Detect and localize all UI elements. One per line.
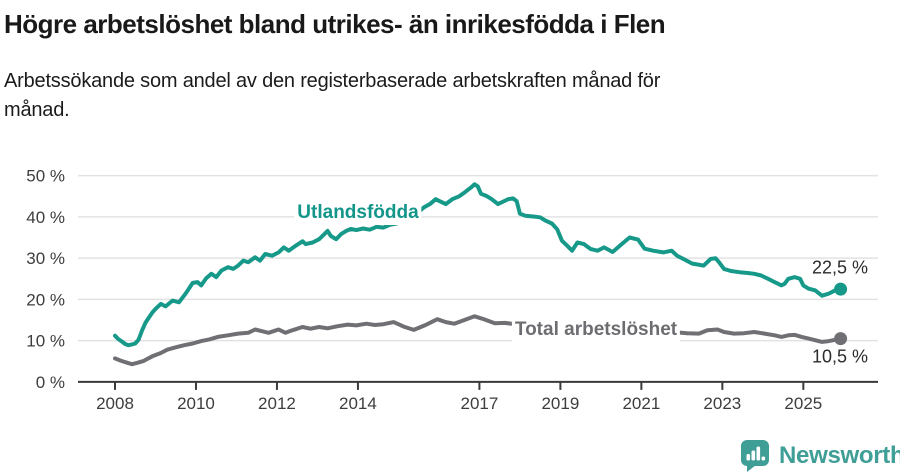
newsworthy-wordmark: Newsworthy <box>779 442 900 469</box>
x-tick-label: 2008 <box>96 394 134 413</box>
x-tick-label: 2010 <box>177 394 215 413</box>
y-tick-label: 30 % <box>26 249 65 268</box>
logo-bar-tall <box>756 446 761 461</box>
series-end-dot-1 <box>834 332 848 346</box>
x-tick-label: 2025 <box>784 394 822 413</box>
newsworthy-logo: Newsworthy <box>740 439 900 473</box>
series-line-0 <box>113 182 843 348</box>
y-tick-label: 0 % <box>36 373 65 392</box>
newsworthy-icon <box>741 440 769 472</box>
y-tick-label: 20 % <box>26 290 65 309</box>
end-value-label-total: 10,5 % <box>811 346 868 367</box>
end-value-label-utlandsfodda: 22,5 % <box>811 257 868 278</box>
y-tick-label: 50 % <box>26 167 65 186</box>
x-tick-label: 2023 <box>703 394 741 413</box>
x-tick-label: 2012 <box>258 394 296 413</box>
logo-bar-medium <box>751 450 756 461</box>
logo-bar-short <box>746 454 751 461</box>
chart-subtitle-line2: månad. <box>4 99 70 121</box>
page-title: Högre arbetslöshet bland utrikes- än inr… <box>4 9 666 39</box>
x-tick-label: 2014 <box>339 394 377 413</box>
x-tick-label: 2017 <box>460 394 498 413</box>
x-tick-label: 2019 <box>541 394 579 413</box>
series-label-total: Total arbetslöshet <box>511 318 681 342</box>
chart-subtitle: Arbetssökande som andel av den registerb… <box>4 67 864 125</box>
y-tick-label: 40 % <box>26 208 65 227</box>
series-label-utlandsfodda: Utlandsfödda <box>294 201 422 225</box>
y-tick-label: 10 % <box>26 332 65 351</box>
logo-exclamation-dot <box>761 456 766 461</box>
x-tick-label: 2021 <box>622 394 660 413</box>
chart-subtitle-line1: Arbetssökande som andel av den registerb… <box>4 70 661 92</box>
series-end-dot-0 <box>834 282 848 296</box>
series-line-1 <box>113 314 843 367</box>
